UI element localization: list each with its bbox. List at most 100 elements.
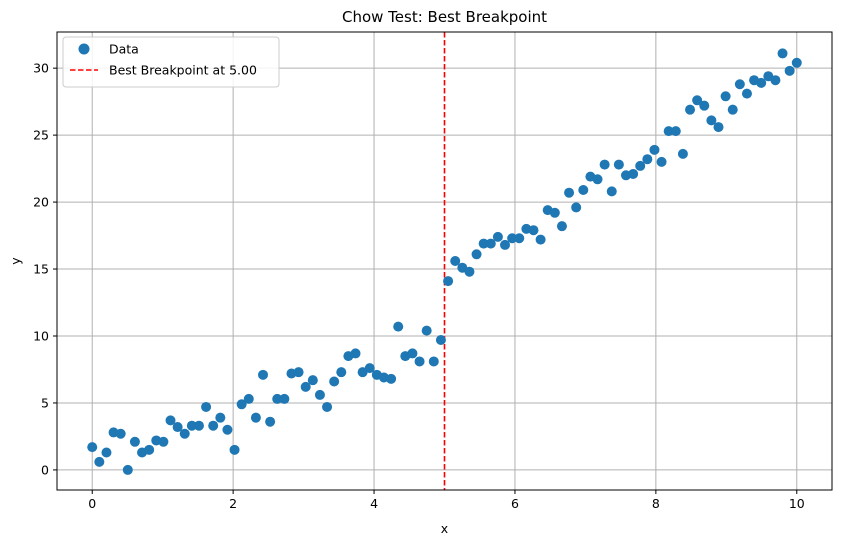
data-point — [115, 428, 126, 439]
data-point — [428, 356, 439, 367]
data-point — [236, 399, 247, 410]
legend-marker-data — [78, 43, 90, 55]
data-point — [727, 104, 738, 115]
y-axis-label: y — [8, 257, 23, 265]
data-point — [293, 367, 304, 378]
data-point — [336, 367, 347, 378]
data-point — [706, 115, 717, 126]
x-tick-label: 0 — [88, 496, 96, 511]
data-point — [507, 233, 518, 244]
data-point — [613, 159, 624, 170]
data-point — [734, 79, 745, 90]
data-point — [450, 256, 461, 266]
data-point — [535, 234, 546, 245]
y-tick-label: 5 — [41, 395, 49, 410]
data-point — [670, 126, 681, 137]
data-point — [414, 356, 425, 367]
x-tick-label: 8 — [652, 496, 660, 511]
y-tick-label: 15 — [33, 262, 49, 277]
data-point — [101, 447, 112, 458]
data-point — [649, 144, 660, 155]
y-tick-label: 25 — [33, 128, 49, 143]
y-tick-label: 0 — [41, 462, 49, 477]
data-point — [628, 168, 639, 179]
data-point — [699, 100, 710, 111]
data-point — [485, 238, 496, 249]
data-point — [599, 159, 610, 170]
data-point — [435, 335, 446, 346]
y-tick-label: 10 — [33, 328, 49, 343]
data-point — [250, 412, 261, 423]
data-point — [329, 376, 340, 387]
x-axis-ticks: 0 2 4 6 8 10 — [88, 490, 805, 511]
data-point — [407, 348, 418, 359]
data-point — [122, 464, 133, 475]
data-point — [165, 415, 176, 426]
data-point — [322, 401, 333, 412]
data-point — [179, 428, 190, 439]
data-point — [314, 389, 325, 400]
data-point — [172, 422, 183, 433]
data-point — [350, 348, 361, 359]
legend-label-data: Data — [109, 42, 139, 57]
data-point — [258, 369, 269, 380]
data-point — [478, 238, 489, 249]
data-point — [393, 321, 404, 332]
data-point — [741, 88, 752, 99]
data-point — [243, 393, 254, 404]
data-point — [592, 174, 603, 185]
legend: Data Best Breakpoint at 5.00 — [62, 36, 280, 88]
data-point — [663, 126, 674, 137]
data-point — [229, 444, 240, 455]
y-axis-ticks: 0 5 10 15 20 25 30 — [33, 61, 57, 477]
legend-label-breakpoint: Best Breakpoint at 5.00 — [109, 63, 257, 78]
data-point — [94, 456, 105, 467]
data-point — [500, 239, 511, 250]
data-point — [464, 266, 475, 277]
plot-frame — [56, 31, 833, 491]
data-point — [158, 436, 169, 447]
data-point — [606, 186, 617, 197]
data-point — [129, 436, 140, 447]
data-point — [265, 416, 276, 427]
data-point — [208, 420, 219, 431]
data-point — [770, 75, 781, 86]
data-point — [300, 381, 311, 392]
data-point — [528, 225, 539, 236]
data-point — [784, 65, 795, 76]
data-point — [642, 154, 653, 165]
data-point — [215, 412, 226, 423]
data-point — [279, 393, 290, 404]
y-tick-label: 20 — [33, 195, 49, 210]
data-point — [571, 202, 582, 213]
data-point — [222, 424, 233, 435]
data-point — [186, 420, 197, 431]
data-point — [421, 325, 432, 336]
data-point — [791, 57, 802, 68]
data-point — [564, 187, 575, 198]
data-point — [272, 393, 283, 404]
data-point — [144, 444, 155, 455]
data-point — [514, 233, 525, 244]
data-point — [364, 363, 375, 374]
data-point — [386, 373, 397, 384]
data-point — [87, 442, 98, 453]
data-point — [777, 48, 788, 59]
chart-title: Chow Test: Best Breakpoint — [342, 8, 547, 26]
data-point — [443, 276, 454, 287]
y-tick-label: 30 — [33, 61, 49, 76]
data-point — [549, 207, 560, 218]
data-point — [307, 375, 318, 386]
data-point — [193, 420, 204, 431]
data-point — [635, 160, 646, 171]
x-tick-label: 4 — [370, 496, 378, 511]
data-point — [677, 148, 688, 159]
data-point — [492, 231, 503, 242]
data-point — [656, 156, 667, 167]
data-point — [692, 95, 703, 106]
legend-box — [62, 36, 280, 88]
data-point — [556, 221, 567, 232]
data-point — [578, 185, 589, 196]
